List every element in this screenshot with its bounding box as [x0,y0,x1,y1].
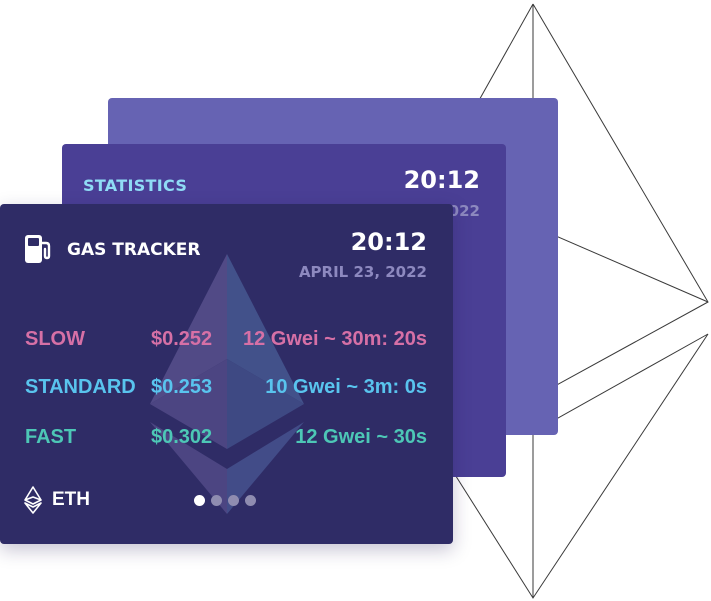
gas-price: $0.302 [151,426,213,448]
ethereum-icon [24,486,42,514]
gas-estimate: 10 Gwei ~ 3m: 0s [265,376,427,398]
gas-row-standard: STANDARD $0.253 10 Gwei ~ 3m: 0s [0,372,453,402]
gas-speed-label: FAST [25,426,77,448]
ethereum-watermark-icon [150,254,304,514]
gas-estimate: 12 Gwei ~ 30s [295,426,427,448]
statistics-title: STATISTICS [83,176,188,195]
gas-estimate: 12 Gwei ~ 30m: 20s [242,328,427,350]
pagination-dot[interactable] [245,495,256,506]
statistics-time: 20:12 [403,166,480,194]
gas-tracker-card[interactable]: GAS TRACKER 20:12 APRIL 23, 2022 SLOW $0… [0,204,453,544]
currency-label: ETH [52,489,90,510]
gas-pump-icon [25,235,51,263]
gas-row-slow: SLOW $0.252 12 Gwei ~ 30m: 20s [0,324,453,354]
gas-row-fast: FAST $0.302 12 Gwei ~ 30s [0,422,453,452]
pagination-dot[interactable] [228,495,239,506]
gas-price: $0.252 [151,328,213,350]
carousel-pagination [194,495,256,506]
pagination-dot[interactable] [194,495,205,506]
gas-price: $0.253 [151,376,213,398]
gas-tracker-date: APRIL 23, 2022 [298,263,427,281]
gas-speed-label: SLOW [25,328,85,350]
gas-tracker-time: 20:12 [350,228,427,256]
gas-speed-label: STANDARD [25,376,136,398]
gas-tracker-title: GAS TRACKER [67,240,201,260]
pagination-dot[interactable] [211,495,222,506]
